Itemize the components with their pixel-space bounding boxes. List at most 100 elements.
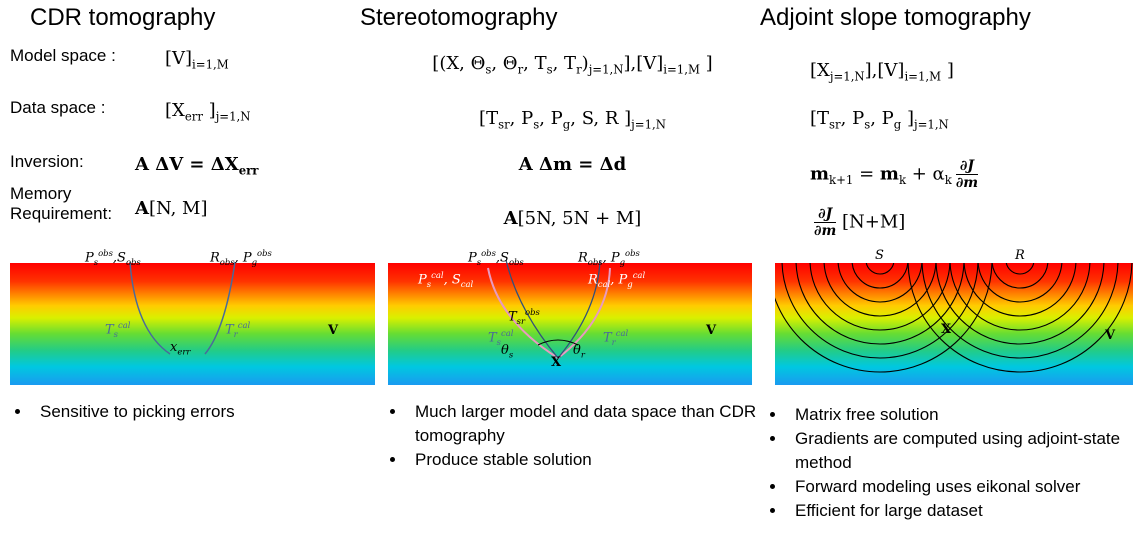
expr-text: , P xyxy=(603,250,620,265)
expr-sub: sr xyxy=(829,118,841,132)
expr-sub: obs xyxy=(509,257,524,267)
expr-text: ] xyxy=(203,100,216,121)
expr-sub: s xyxy=(509,350,513,360)
expr-text: ] xyxy=(901,108,914,129)
expr-text: [N+M] xyxy=(836,212,905,233)
expr-text: ,S xyxy=(113,250,126,265)
bullet: Produce stable solution xyxy=(407,448,757,472)
panel-label: V xyxy=(328,323,338,338)
expr-sub: r xyxy=(234,329,238,339)
panel-label: Trcal xyxy=(225,320,250,339)
panel-label: X xyxy=(551,355,561,370)
expr-text: , P xyxy=(841,108,865,129)
expr-sub: cal xyxy=(598,279,610,289)
expr-sup: obs xyxy=(625,248,640,258)
row-label: Memory Requirement: xyxy=(10,184,130,224)
bullet-list: Matrix free solutionGradients are comput… xyxy=(765,403,1141,523)
expr-sub: j=1,N xyxy=(914,118,949,132)
expr-sub: j=1,N xyxy=(589,63,624,77)
expr-text: m xyxy=(880,164,899,185)
expression: [V]i=1,M xyxy=(165,48,229,72)
expr-text: A ΔV = ΔX xyxy=(135,154,239,175)
expr-text: θ xyxy=(573,343,581,358)
expr-sub: j=1,N xyxy=(631,118,666,132)
expr-sub: s xyxy=(477,257,481,267)
expr-text: V xyxy=(1105,328,1115,343)
expr-text: R xyxy=(210,250,220,265)
expr-text: ] xyxy=(700,53,713,74)
panel-label: θs xyxy=(501,343,513,360)
expr-sub: g xyxy=(252,257,257,267)
expr-sub: s xyxy=(114,329,118,339)
expr-sub: err xyxy=(177,347,190,357)
expr-sub: k+1 xyxy=(829,173,853,187)
expr-text: P xyxy=(418,272,427,287)
panel-label: X xyxy=(941,322,951,337)
expr-text: , P xyxy=(870,108,894,129)
expr-sub: obs xyxy=(588,257,603,267)
expr-sup: obs xyxy=(257,248,272,258)
expr-text: m xyxy=(810,164,829,185)
panel-label: V xyxy=(1105,328,1115,343)
expr-text: T xyxy=(488,330,497,345)
expr-text: X xyxy=(551,355,561,370)
row-label: Model space : xyxy=(10,46,116,66)
expr-text: A xyxy=(135,198,149,219)
denominator: ∂m xyxy=(814,222,836,239)
expression: A ΔV = ΔXerr xyxy=(135,154,258,178)
expr-text: R xyxy=(1015,248,1025,263)
panel-label: Rcal, Pgcal xyxy=(588,270,645,289)
expr-text: , Θ xyxy=(491,53,517,74)
expr-text: , P xyxy=(235,250,252,265)
expr-text: [X xyxy=(165,100,185,121)
expr-sub: i=1,M xyxy=(904,70,941,84)
expr-sub: err xyxy=(185,110,203,124)
expr-sub: sr xyxy=(498,118,510,132)
expr-sub: i=1,M xyxy=(663,63,700,77)
expr-text: θ xyxy=(501,343,509,358)
expr-sub: j=1,N xyxy=(216,110,251,124)
bullet: Sensitive to picking errors xyxy=(32,400,382,424)
expr-text: , S, R ] xyxy=(570,108,631,129)
bullet: Efficient for large dataset xyxy=(787,499,1141,523)
expr-text: + α xyxy=(906,164,945,185)
expression: [Tsr, Ps, Pg, S, R ]j=1,N xyxy=(385,108,760,132)
expr-text: [T xyxy=(810,108,829,129)
expr-text: V xyxy=(328,323,338,338)
model-panel: Psobs,SobsRobs, PgobsTscalTrcalxerrV xyxy=(10,240,375,390)
wavefronts xyxy=(775,240,1133,390)
expr-text: [X xyxy=(810,60,830,81)
expr-text: T xyxy=(105,322,114,337)
expr-text: P xyxy=(85,250,94,265)
expr-sup: cal xyxy=(616,328,628,338)
expr-sub: s xyxy=(427,279,431,289)
expr-text: [(X, Θ xyxy=(432,53,485,74)
expr-text: T xyxy=(603,330,612,345)
expr-text: , S xyxy=(444,272,461,287)
expr-sub: k xyxy=(945,173,952,187)
expr-sub: err xyxy=(239,164,259,178)
expr-sub: obs xyxy=(126,257,141,267)
expr-text: R xyxy=(578,250,588,265)
panel-label: Tsrobs xyxy=(508,307,540,326)
slide: CDR tomography Psobs,SobsRobs, PgobsTsca… xyxy=(0,0,1141,534)
expression: [(X, Θs, Θr, Ts, Tr)j=1,N],[V]i=1,M ] xyxy=(385,53,760,77)
panel-label: Psobs,Sobs xyxy=(85,248,141,267)
panel-label: Pscal, Scal xyxy=(418,270,473,289)
rays xyxy=(10,240,375,390)
expr-text: T xyxy=(225,322,234,337)
expr-text: [5N, 5N + M] xyxy=(518,208,642,229)
fraction: ∂J∂m xyxy=(956,158,978,191)
model-panel: SRXV xyxy=(775,240,1133,390)
expr-text: A Δm = Δd xyxy=(519,154,626,175)
expr-sup: obs xyxy=(481,248,496,258)
panel-label: θr xyxy=(573,343,585,360)
expr-sub: sr xyxy=(517,316,525,326)
expression: ∂J∂m [N+M] xyxy=(810,206,905,239)
panel-label: Trcal xyxy=(603,328,628,347)
panel-label: Psobs,Sobs xyxy=(468,248,524,267)
expr-text: , P xyxy=(610,272,627,287)
expr-sup: obs xyxy=(525,307,540,317)
expr-text: T xyxy=(508,309,517,324)
